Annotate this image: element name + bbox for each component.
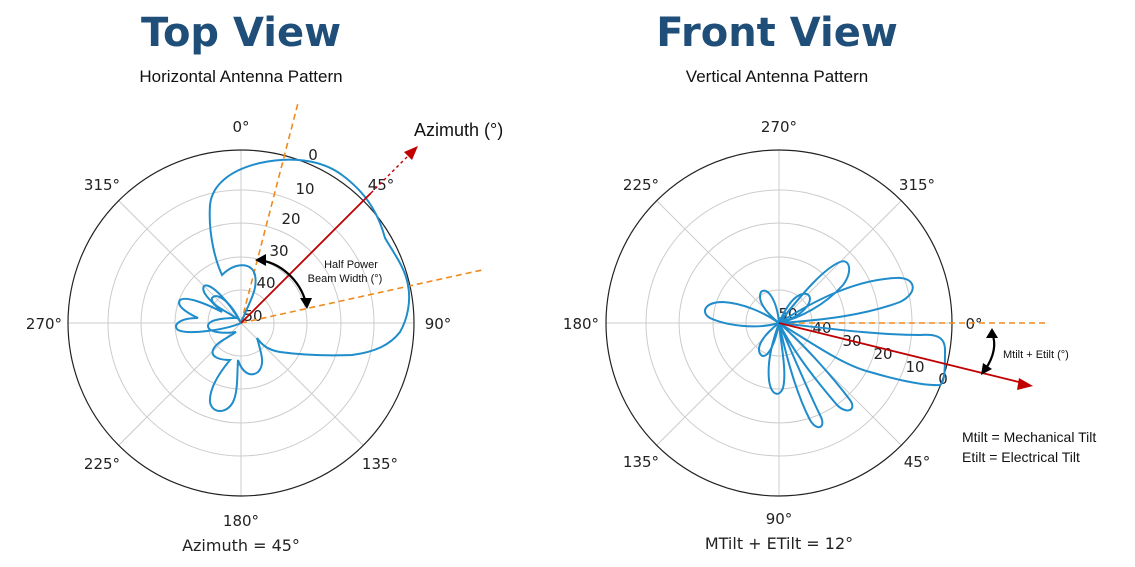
horizontal-pattern-sidelobe	[175, 284, 242, 333]
angle-label-225: 225°	[84, 455, 120, 473]
radial-label-20: 20	[281, 210, 300, 228]
angle-label-135: 135°	[362, 455, 398, 473]
top-view-subtitle: Horizontal Antenna Pattern	[139, 67, 343, 86]
tilt-arc-arrowhead-bottom-icon	[981, 363, 992, 375]
hpbw-label-line1: Half Power	[324, 259, 378, 271]
vertical-pattern-lower-lobes	[767, 322, 854, 429]
angle-label-135: 135°	[623, 453, 659, 471]
radial-label-30: 30	[269, 242, 288, 260]
hpbw-edge-line-right	[240, 269, 483, 324]
azimuth-arrow-label: Azimuth (°)	[414, 120, 503, 140]
azimuth-direction-line	[240, 192, 372, 324]
radial-label-40: 40	[256, 274, 275, 292]
top-view-caption: Azimuth = 45°	[182, 536, 300, 555]
front-view-polar-chart: 270° 315° 0° 45° 90° 135° 180° 225° 0 10…	[563, 118, 1096, 528]
hpbw-arrowhead-right-icon	[300, 298, 312, 309]
tilt-label: Mtilt + Etilt (°)	[1003, 349, 1069, 361]
azimuth-arrow-extension	[370, 149, 415, 194]
angle-label-180: 180°	[223, 512, 259, 530]
angle-label-315: 315°	[899, 176, 935, 194]
angle-label-270: 270°	[761, 118, 797, 136]
tilt-arrowhead-icon	[1017, 378, 1033, 390]
vertical-pattern-back-lobes	[703, 289, 780, 357]
angle-label-90: 90°	[766, 510, 793, 528]
vertical-pattern-upper-lobes	[778, 260, 914, 324]
tilt-legend-line1: Mtilt = Mechanical Tilt	[962, 429, 1096, 445]
angle-label-45: 45°	[368, 176, 395, 194]
hpbw-edge-line-left	[240, 102, 299, 324]
angle-label-315: 315°	[84, 176, 120, 194]
top-view-title: Top View	[140, 10, 342, 56]
front-view-title: Front View	[656, 10, 898, 56]
radial-label-10: 10	[295, 180, 314, 198]
top-view-outer-ring	[67, 149, 415, 497]
azimuth-arrowhead-icon	[404, 146, 418, 160]
front-view-subtitle: Vertical Antenna Pattern	[685, 67, 869, 86]
angle-label-45: 45°	[904, 453, 931, 471]
tilt-arc	[984, 332, 996, 371]
top-view-polar-chart: 0° 45° 90° 135° 180° 225° 270° 315° 0 10…	[26, 102, 503, 530]
angle-label-270: 270°	[26, 315, 62, 333]
hpbw-label-line2: Beam Width (°)	[308, 273, 383, 285]
angle-label-225: 225°	[623, 176, 659, 194]
angle-label-90: 90°	[425, 315, 452, 333]
radial-label-0: 0	[308, 146, 318, 164]
front-view-panel: Front View Vertical Antenna Pattern 270°…	[525, 0, 1135, 567]
horizontal-pattern-curve	[206, 158, 411, 412]
angle-label-180: 180°	[563, 315, 599, 333]
vertical-pattern-main-lobe	[778, 322, 947, 387]
radial-label-50: 50	[243, 307, 262, 325]
radial-label-10: 10	[905, 358, 924, 376]
angle-label-0: 0°	[232, 118, 249, 136]
hpbw-arrowhead-left-icon	[255, 254, 266, 266]
tilt-arc-arrowhead-top-icon	[986, 328, 998, 338]
angle-label-0: 0°	[965, 315, 982, 333]
tilt-legend-line2: Etilt = Electrical Tilt	[962, 449, 1080, 465]
top-view-panel: Top View Horizontal Antenna Pattern 0° 4…	[0, 0, 503, 567]
tilt-direction-line	[778, 322, 1028, 385]
front-view-caption: MTilt + ETilt = 12°	[704, 534, 854, 553]
